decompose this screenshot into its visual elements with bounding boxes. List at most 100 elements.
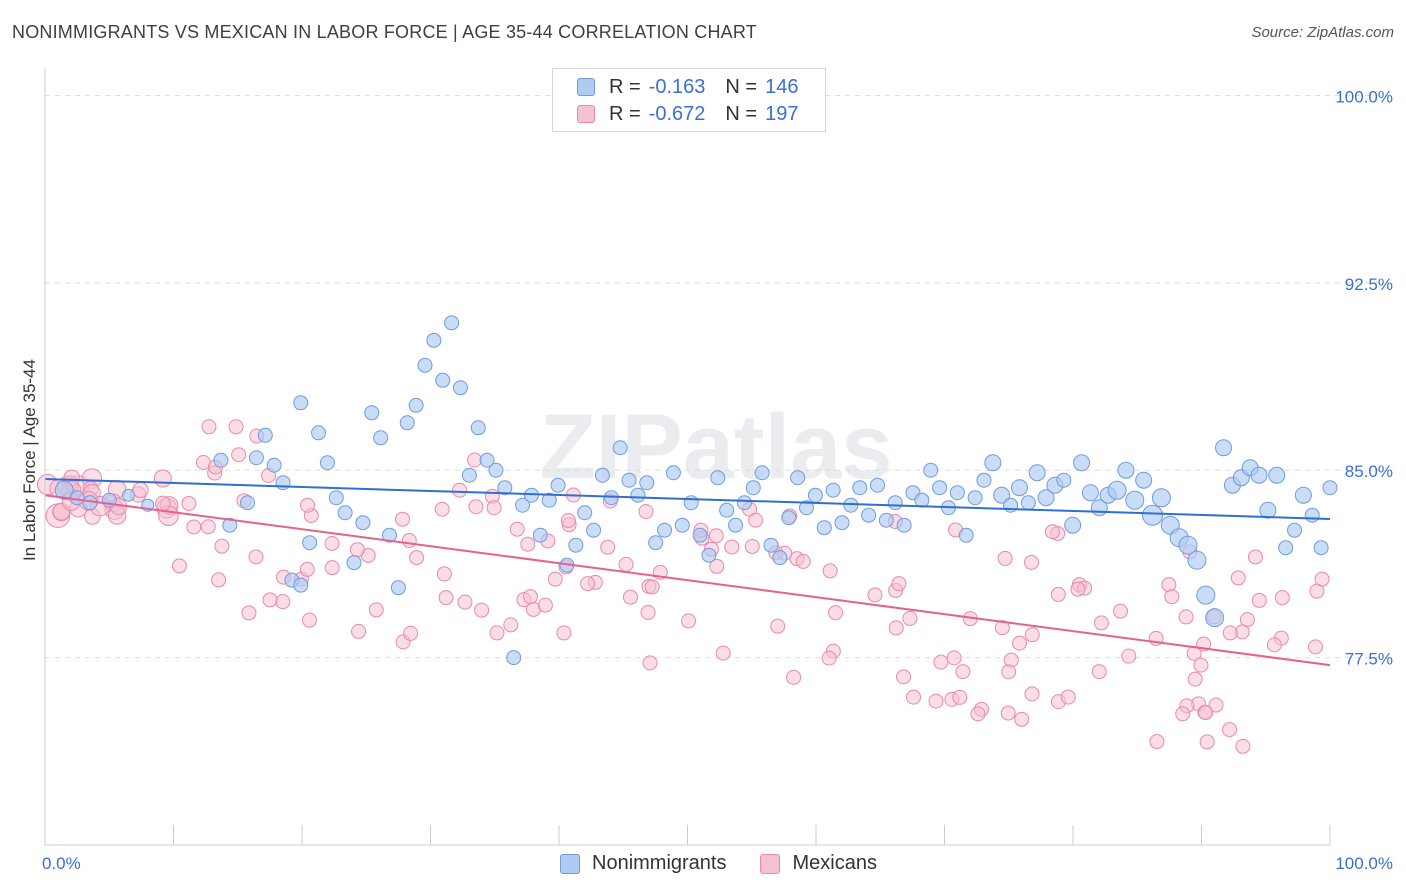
- mexicans-point: [933, 654, 949, 670]
- mexicans-point: [997, 550, 1013, 566]
- mexicans-point: [709, 558, 725, 574]
- nonimmigrants-point: [390, 580, 406, 596]
- nonimmigrants-point: [1142, 504, 1164, 526]
- mexicans-point: [300, 497, 316, 513]
- mexicans-point: [153, 469, 172, 488]
- nonimmigrants-point: [337, 505, 353, 521]
- nonimmigrants-point: [240, 495, 256, 511]
- nonimmigrants-point: [861, 507, 877, 523]
- mexicans-point: [1024, 627, 1040, 643]
- mexicans-point: [1178, 609, 1194, 625]
- nonimmigrants-point: [266, 457, 282, 473]
- x-tick-label: 100.0%: [1335, 854, 1393, 873]
- nonimmigrants-point: [550, 477, 566, 493]
- nonimmigrants-point: [1151, 488, 1171, 508]
- nonimmigrants-point: [444, 315, 460, 331]
- nonimmigrants-point: [639, 475, 655, 491]
- nonimmigrants-point: [452, 380, 468, 396]
- nonimmigrants-point: [736, 495, 752, 511]
- mexicans-point: [681, 613, 697, 629]
- nonimmigrants-point: [1294, 486, 1312, 504]
- y-tick-label: 85.0%: [1345, 462, 1393, 481]
- mexicans-point: [891, 576, 907, 592]
- mexicans-point: [580, 576, 596, 592]
- nonimmigrants-point: [1125, 490, 1145, 510]
- mexicans-point: [1222, 722, 1238, 738]
- nonimmigrants-point: [1322, 480, 1338, 496]
- nonimmigrants-point: [373, 430, 389, 446]
- mexicans-point: [262, 592, 278, 608]
- mexicans-trendline: [44, 494, 1331, 667]
- nonimmigrants-point: [222, 517, 238, 533]
- legend-label: Nonimmigrants: [592, 852, 727, 874]
- mexicans-point: [171, 558, 187, 574]
- mexicans-point: [403, 625, 419, 641]
- nonimmigrants-point: [408, 397, 424, 413]
- mexicans-point: [201, 419, 217, 435]
- mexicans-point: [1309, 583, 1325, 599]
- mexicans-point: [786, 669, 802, 685]
- nonimmigrants-point: [275, 475, 291, 491]
- source-label: Source: ZipAtlas.com: [1251, 24, 1394, 41]
- mexicans-point: [1187, 671, 1203, 687]
- nonimmigrants-point: [1028, 464, 1046, 482]
- mexicans-point: [368, 602, 384, 618]
- mexicans-point: [1247, 549, 1263, 565]
- mexicans-point: [1266, 637, 1282, 653]
- mexicans-point: [822, 563, 838, 579]
- y-tick-label: 100.0%: [1335, 87, 1393, 106]
- mexicans-point: [486, 500, 502, 516]
- mexicans-point: [1014, 711, 1030, 727]
- nonimmigrants-point: [1107, 480, 1127, 500]
- n-label: N =: [725, 75, 758, 98]
- nonimmigrants-point: [790, 470, 806, 486]
- nonimmigrants-point: [657, 522, 673, 538]
- blue-swatch: [560, 853, 580, 874]
- nonimmigrants-point: [630, 487, 646, 503]
- nonimmigrants-point: [355, 515, 371, 531]
- mexicans-point: [214, 538, 230, 554]
- chart-title: NONIMMIGRANTS VS MEXICAN IN LABOR FORCE …: [12, 22, 757, 42]
- mexicans-point: [1113, 603, 1129, 619]
- pink-swatch: [760, 853, 781, 874]
- nonimmigrants-point: [346, 555, 362, 571]
- nonimmigrants-point: [1073, 454, 1091, 472]
- legend-row-nonimmigrants: R = -0.163 N = 146: [577, 75, 798, 99]
- nonimmigrants-point: [1187, 550, 1207, 570]
- mexicans-point: [1044, 524, 1060, 540]
- legend-item-mexicans: Mexicans: [760, 852, 877, 875]
- nonimmigrants-point: [248, 450, 264, 466]
- mexicans-point: [537, 597, 553, 613]
- mexicans-point: [970, 706, 986, 722]
- nonimmigrants-point: [763, 537, 779, 553]
- nonimmigrants-point: [470, 420, 486, 436]
- nonimmigrants-point: [319, 455, 335, 471]
- mexicans-point: [1149, 734, 1165, 750]
- mexicans-point: [1093, 615, 1109, 631]
- nonimmigrants-point: [1250, 466, 1268, 484]
- nonimmigrants-point: [1056, 472, 1072, 488]
- nonimmigrants-point: [122, 488, 136, 502]
- nonimmigrants-point: [932, 480, 948, 496]
- nonimmigrants-point: [683, 495, 699, 511]
- nonimmigrants-point: [993, 486, 1011, 504]
- nonimmigrants-point: [754, 465, 770, 481]
- nonimmigrants-point: [426, 332, 442, 348]
- mexicans-point: [547, 571, 563, 587]
- mexicans-point: [241, 605, 257, 621]
- mexicans-point: [186, 519, 202, 535]
- nonimmigrants-point: [701, 547, 717, 563]
- mexicans-point: [434, 501, 450, 517]
- series-legend: Nonimmigrants Mexicans: [560, 852, 911, 875]
- nonimmigrants-point: [568, 537, 584, 553]
- nonimmigrants-point: [364, 405, 380, 421]
- nonimmigrants-point: [69, 490, 85, 506]
- nonimmigrants-point: [293, 395, 309, 411]
- mexicans-point: [724, 539, 740, 555]
- nonimmigrants-point: [967, 490, 983, 506]
- nonimmigrants-point: [399, 415, 415, 431]
- nonimmigrants-point: [1278, 540, 1294, 556]
- nonimmigrants-point: [816, 520, 832, 536]
- nonimmigrants-point: [461, 467, 477, 483]
- nonimmigrants-point: [1259, 501, 1277, 519]
